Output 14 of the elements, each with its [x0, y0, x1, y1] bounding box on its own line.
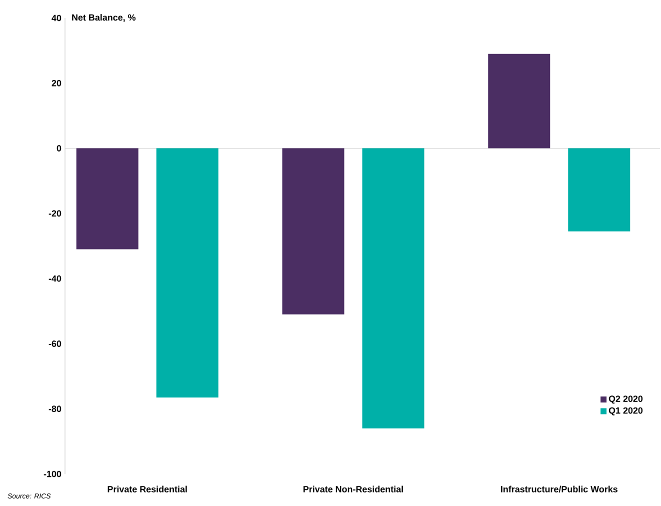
y-tick-label: -80 [48, 406, 62, 412]
y-tick-label: 40 [52, 14, 62, 22]
x-tick-label: Private Non-Residential [304, 486, 403, 492]
y-tick-label: -40 [48, 275, 62, 282]
y-axis-title: Net Balance, % [72, 14, 136, 22]
x-tick-label: Private Residential [108, 486, 187, 492]
legend-label: Q1 2020 [608, 407, 643, 416]
y-tick-label: 0 [56, 145, 62, 152]
y-tick-label: -100 [44, 470, 62, 478]
y-tick-label: -60 [48, 340, 62, 347]
legend-label: Q2 2020 [608, 396, 643, 404]
y-tick-label: -20 [48, 210, 62, 217]
x-tick-label: Infrastructure/Public Works [501, 486, 618, 492]
y-tick-label: 20 [52, 80, 62, 86]
